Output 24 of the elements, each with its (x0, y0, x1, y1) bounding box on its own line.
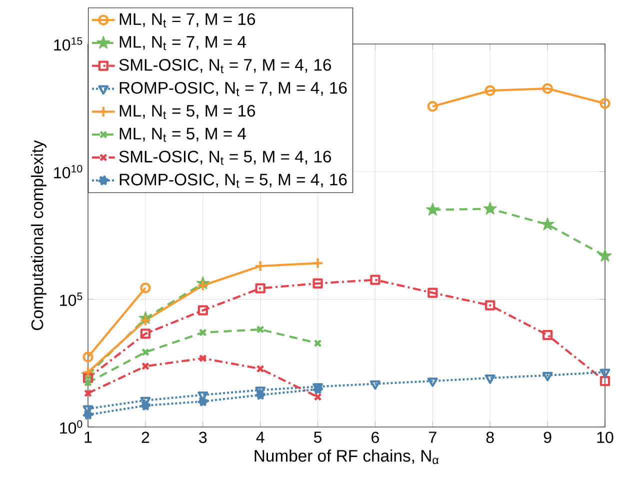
y-tick-label: 10$^{15}$ (54, 37, 82, 51)
legend-label: SML-OSIC, N$_{t}$ = 7, M = 4, 16 (119, 58, 331, 74)
x-tick-label: 1 (84, 432, 92, 443)
x-tick-label: 7 (429, 432, 436, 443)
x-tick-label: 9 (544, 432, 552, 444)
x-tick-label: 4 (256, 432, 264, 443)
x-tick-label: 6 (372, 432, 379, 444)
y-axis-title: Computational complexity (30, 140, 46, 330)
legend-label: ML, N$_{t}$ = 7, M = 4 (120, 36, 246, 50)
legend-label: SML-OSIC, N$_{t}$ = 5, M = 4, 16 (119, 150, 331, 165)
x-tick-label: 3 (199, 432, 207, 444)
x-tick-label: 2 (142, 432, 150, 443)
y-tick-label: 10$^{10}$ (54, 164, 82, 178)
x-tick-label: 10 (597, 432, 614, 444)
legend-label: ML, N$_{t}$ = 5, M = 4 (120, 128, 246, 142)
x-tick-label: 5 (314, 432, 322, 443)
legend-label: ML, N$_{t}$ = 5, M = 16 (120, 104, 256, 120)
y-tick-label: 10$^{0}$ (60, 420, 82, 434)
y-tick-label: 10$^{5}$ (60, 292, 82, 306)
legend-label: ROMP-OSIC, N$_{t}$ = 5, M = 4, 16 (120, 174, 347, 188)
legend-label: ROMP-OSIC, N$_{t}$ = 7, M = 4, 16 (120, 82, 347, 96)
x-tick-label: 8 (486, 432, 494, 444)
legend-label: ML, N$_{t}$ = 7, M = 16 (120, 13, 256, 28)
x-axis-title: Number of RF chains, N$_{α}$ (254, 450, 439, 464)
